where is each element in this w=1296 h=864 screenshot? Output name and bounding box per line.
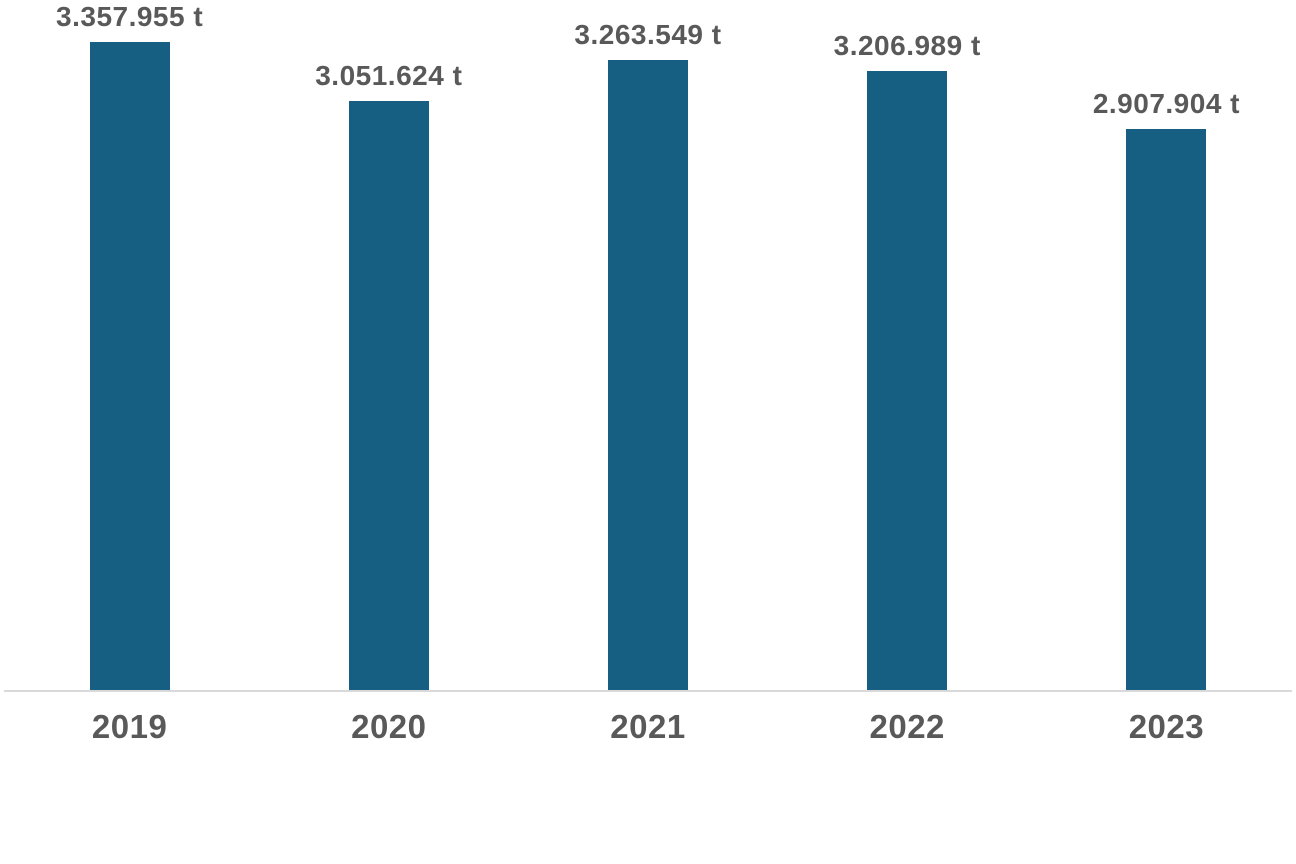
- x-axis-line: [4, 690, 1292, 692]
- bar-value-label: 3.051.624 t: [315, 60, 463, 92]
- bar-column: 3.357.955 t: [0, 0, 259, 690]
- bar-column: 3.263.549 t: [518, 0, 777, 690]
- x-axis-tick-label: 2021: [610, 708, 686, 745]
- x-axis-tick-label: 2019: [91, 708, 168, 745]
- bar: [89, 42, 170, 690]
- bar: [608, 60, 688, 690]
- bar: [867, 71, 948, 690]
- bar: [348, 101, 429, 690]
- bar-value-label: 3.206.989 t: [833, 30, 981, 62]
- bar-value-label: 3.263.549 t: [574, 19, 722, 51]
- bar: [1126, 129, 1207, 690]
- bar-column: 3.051.624 t: [259, 0, 518, 690]
- x-axis-labels: 2019 2020 2021 2022 2023: [0, 708, 1296, 746]
- x-axis-tick-label: 2020: [351, 708, 427, 745]
- x-axis-tick-label: 2023: [1128, 708, 1205, 745]
- bar-column: 3.206.989 t: [778, 0, 1037, 690]
- bar-value-label: 3.357.955 t: [56, 1, 204, 33]
- bar-value-label: 2.907.904 t: [1092, 88, 1240, 120]
- plot-area: 3.357.955 t 3.051.624 t 3.263.549 t 3.206.9…: [0, 0, 1296, 690]
- bar-column: 2.907.904 t: [1037, 0, 1296, 690]
- x-axis-tick-label: 2022: [869, 708, 945, 745]
